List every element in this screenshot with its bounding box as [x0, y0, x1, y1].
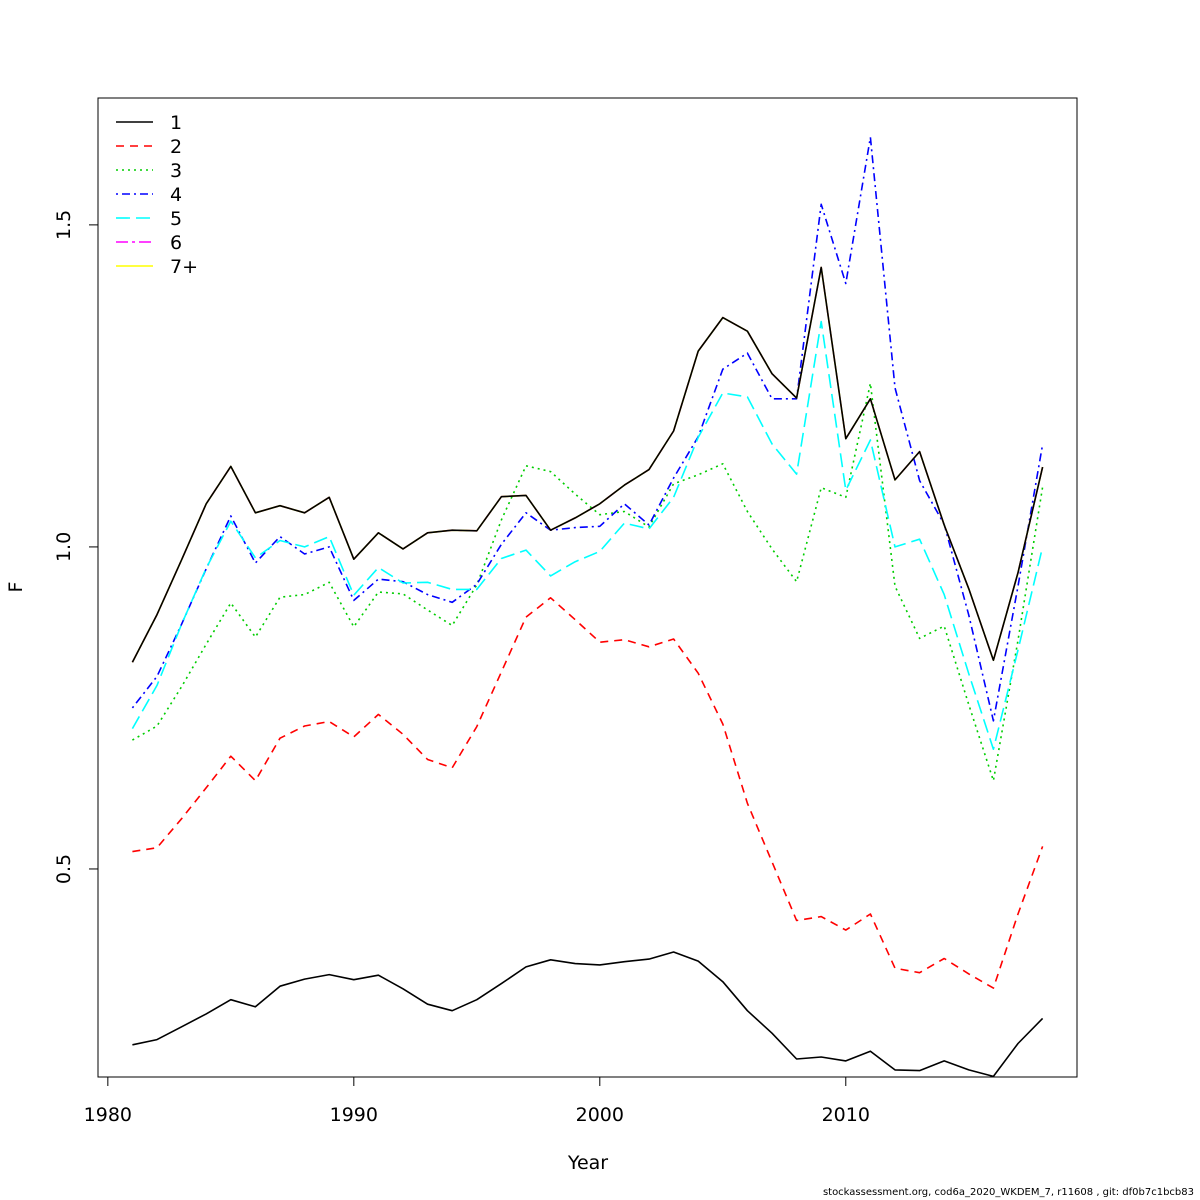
series-line-2 — [132, 597, 1044, 989]
plot-frame — [97, 97, 1078, 1078]
x-tick-label: 2010 — [822, 1104, 870, 1126]
series-line-overlay-7 — [131, 266, 1044, 663]
series-layer — [131, 136, 1044, 1078]
x-axis-label: Year — [567, 1152, 608, 1174]
y-axis-label: F — [5, 582, 27, 593]
legend-label: 3 — [170, 160, 182, 182]
series-line-6 — [131, 266, 1044, 663]
x-tick-label: 1980 — [84, 1104, 132, 1126]
x-tick-label: 2000 — [576, 1104, 624, 1126]
y-tick-label: 1.5 — [53, 210, 75, 240]
legend-label: 4 — [170, 184, 182, 206]
x-tick-label: 1990 — [330, 1104, 378, 1126]
series-line-3 — [132, 382, 1044, 782]
legend-label: 5 — [170, 208, 182, 230]
y-tick-label: 0.5 — [53, 854, 75, 884]
legend-label: 6 — [170, 232, 182, 254]
legend-label: 7+ — [170, 256, 198, 278]
legend-label: 2 — [170, 136, 182, 158]
series-line-4 — [131, 136, 1044, 722]
series-line-1 — [132, 951, 1044, 1078]
series-line-5 — [131, 320, 1044, 750]
series-line-7plus — [131, 266, 1044, 663]
legend-label: 1 — [170, 112, 182, 134]
y-tick-label: 1.0 — [53, 532, 75, 562]
y-axis: 0.5 1.0 1.5 — [53, 210, 99, 884]
x-axis: 1980 1990 2000 2010 — [84, 1076, 870, 1126]
footnote: stockassessment.org, cod6a_2020_WKDEM_7,… — [822, 1187, 1194, 1198]
